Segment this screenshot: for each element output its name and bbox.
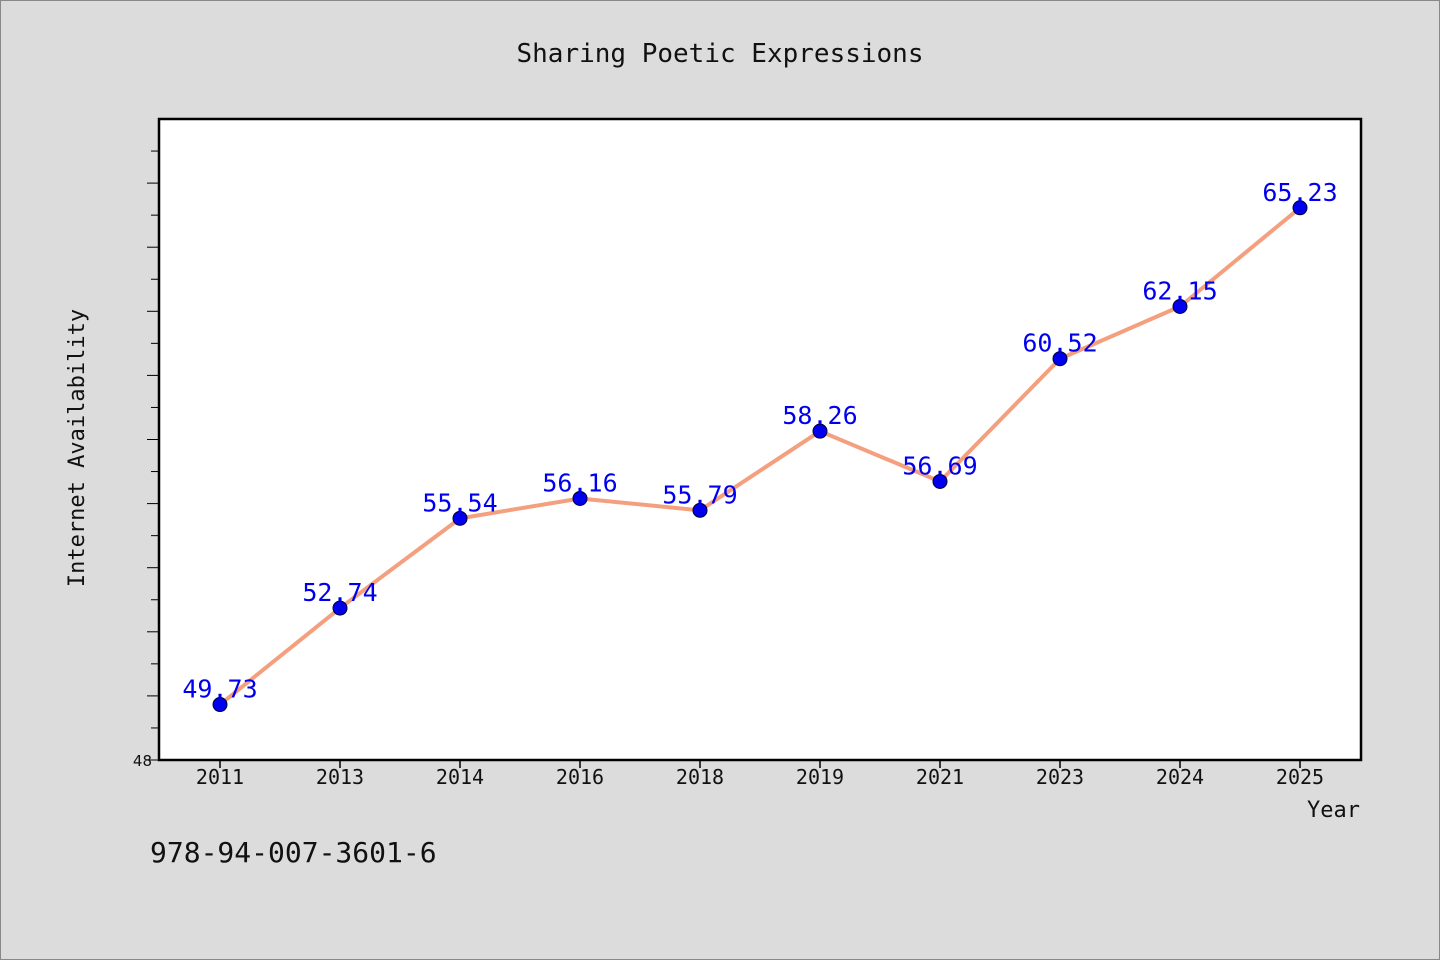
data-labels: 49.73 52.74 55.54 56.16 55.79 58.26 56.69 60.52… bbox=[182, 178, 1337, 704]
plot-area bbox=[157, 117, 1363, 762]
data-label: 49.73 bbox=[182, 675, 257, 704]
data-point bbox=[1172, 298, 1188, 314]
data-point bbox=[932, 473, 948, 489]
data-point bbox=[212, 697, 228, 713]
x-tick-label: 2016 bbox=[556, 765, 604, 789]
data-point bbox=[572, 490, 588, 506]
data-point bbox=[332, 600, 348, 616]
x-tick-label: 2025 bbox=[1276, 765, 1324, 789]
x-tick-label: 2011 bbox=[196, 765, 244, 789]
data-point bbox=[1052, 351, 1068, 367]
x-tick-label: 2014 bbox=[436, 765, 484, 789]
y-axis-label: Internet Availability bbox=[65, 309, 90, 587]
data-point bbox=[452, 510, 468, 526]
data-label: 56.16 bbox=[542, 468, 617, 497]
data-label: 56.69 bbox=[902, 451, 977, 480]
x-tick-label: 2019 bbox=[796, 765, 844, 789]
series-markers bbox=[212, 200, 1308, 713]
data-point bbox=[1292, 200, 1308, 216]
data-point bbox=[692, 502, 708, 518]
series-line bbox=[218, 206, 1302, 707]
x-tick-label: 2021 bbox=[916, 765, 964, 789]
data-label: 58.26 bbox=[782, 401, 857, 430]
chart-title: Sharing Poetic Expressions bbox=[517, 39, 924, 69]
x-tick-label: 2013 bbox=[316, 765, 364, 789]
data-label: 55.79 bbox=[662, 480, 737, 509]
isbn-text: 978-94-007-3601-6 bbox=[150, 836, 437, 869]
x-axis-ticks: 2011 2013 2014 2016 2018 2019 2021 2023 2024 2025 bbox=[196, 760, 1324, 789]
y-axis-ticks bbox=[147, 150, 159, 761]
data-label: 65.23 bbox=[1262, 178, 1337, 207]
x-tick-label: 2018 bbox=[676, 765, 724, 789]
x-axis-label: Year bbox=[1307, 798, 1360, 823]
x-tick-label: 2024 bbox=[1156, 765, 1204, 789]
data-label: 55.54 bbox=[422, 488, 497, 517]
data-label: 52.74 bbox=[302, 578, 377, 607]
data-label: 62.15 bbox=[1142, 276, 1217, 305]
x-tick-label: 2023 bbox=[1036, 765, 1084, 789]
data-label: 60.52 bbox=[1022, 329, 1097, 358]
data-point bbox=[812, 423, 828, 439]
y-min-label: 48 bbox=[133, 752, 152, 770]
